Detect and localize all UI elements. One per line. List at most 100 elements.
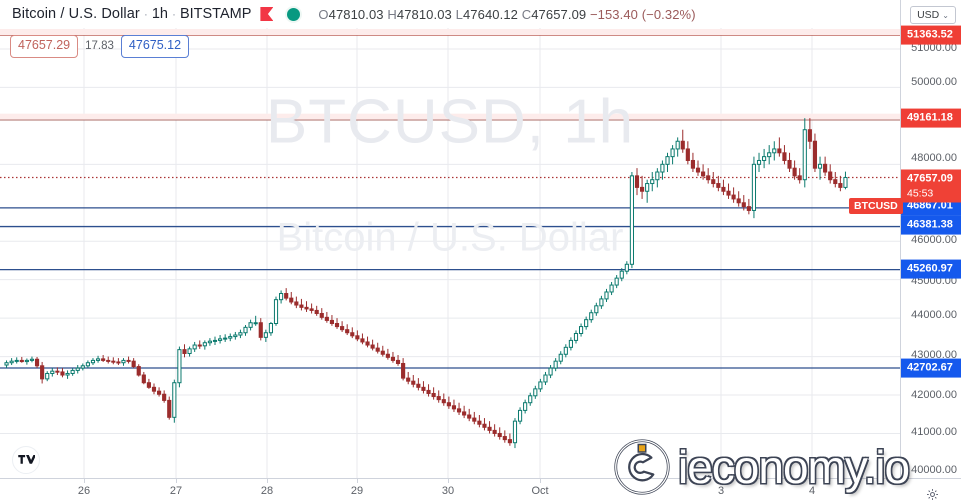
candlestick bbox=[248, 319, 253, 331]
candlestick bbox=[19, 356, 24, 363]
time-axis-tick: 27 bbox=[169, 485, 183, 497]
candlestick bbox=[284, 288, 289, 301]
candlestick bbox=[131, 358, 136, 369]
candlestick bbox=[304, 301, 309, 312]
candle-body bbox=[751, 163, 757, 211]
current-price-badge[interactable]: 47657.09 45:53 bbox=[901, 169, 961, 203]
candlestick bbox=[233, 331, 238, 340]
bar-countdown: 45:53 bbox=[907, 187, 934, 200]
candle-body bbox=[558, 353, 563, 362]
candle-body bbox=[706, 175, 711, 181]
candle-body bbox=[167, 399, 172, 418]
tradingview-logo-icon[interactable] bbox=[12, 446, 40, 474]
candle-body bbox=[390, 356, 396, 361]
candle-body bbox=[279, 293, 284, 301]
candlestick bbox=[40, 361, 45, 384]
candlestick bbox=[706, 168, 711, 184]
candlestick bbox=[594, 302, 599, 316]
candlestick bbox=[782, 145, 787, 165]
candlestick bbox=[70, 368, 75, 376]
candle-body bbox=[40, 365, 45, 380]
candle-body bbox=[45, 372, 50, 380]
candle-body bbox=[172, 382, 177, 418]
price-level-badge[interactable]: 42702.67 bbox=[901, 358, 961, 378]
candlestick bbox=[741, 195, 746, 211]
candlestick bbox=[401, 358, 406, 381]
candle-body bbox=[502, 436, 507, 441]
candle-body bbox=[106, 359, 111, 362]
time-axis-tick-mark bbox=[267, 479, 268, 483]
candlestick bbox=[634, 168, 640, 196]
candle-body bbox=[253, 322, 258, 325]
candle-body bbox=[441, 399, 446, 404]
candle-body bbox=[314, 309, 319, 315]
candle-body bbox=[243, 326, 248, 334]
time-axis[interactable]: 26 27 28 29 30 Oct 3 4 bbox=[0, 478, 961, 503]
candle-body bbox=[782, 152, 787, 161]
candle-body bbox=[116, 361, 121, 364]
candle-body bbox=[543, 374, 548, 383]
candlestick bbox=[645, 179, 650, 203]
candlestick bbox=[817, 156, 823, 180]
candlestick bbox=[182, 344, 187, 358]
candlestick bbox=[802, 118, 807, 188]
candlestick bbox=[299, 298, 304, 311]
candlestick bbox=[172, 379, 177, 423]
candle-body bbox=[202, 342, 207, 347]
candle-body bbox=[345, 329, 350, 334]
symbol-title[interactable]: Bitcoin / U.S. Dollar bbox=[12, 6, 140, 22]
candlestick bbox=[680, 129, 685, 153]
candle-body bbox=[645, 183, 650, 192]
candlestick bbox=[65, 370, 70, 379]
price-axis-tick: 41000.00 bbox=[911, 426, 957, 438]
candlestick bbox=[578, 323, 584, 337]
candle-body bbox=[304, 306, 309, 310]
price-axis[interactable]: USD ⌄ 51000.00 50000.00 48000.00 46000.00 45… bbox=[900, 0, 961, 478]
candle-body bbox=[289, 297, 294, 303]
candlestick bbox=[385, 348, 390, 360]
candle-body bbox=[665, 156, 670, 165]
upper-band-value[interactable]: 47675.12 bbox=[120, 35, 190, 58]
candle-body bbox=[177, 349, 182, 384]
candle-body bbox=[497, 432, 502, 438]
lower-band-value[interactable]: 47657.29 bbox=[10, 35, 79, 58]
candle-body bbox=[162, 393, 167, 401]
candle-body bbox=[360, 338, 365, 343]
candlestick bbox=[411, 375, 416, 388]
interval-label[interactable]: 1h bbox=[151, 6, 168, 22]
candlestick bbox=[4, 360, 9, 369]
price-level-badge[interactable]: 51363.52 bbox=[901, 25, 961, 45]
candlestick bbox=[375, 342, 380, 354]
exchange-label[interactable]: BITSTAMP bbox=[179, 6, 252, 22]
candle-body bbox=[223, 337, 228, 340]
candle-body bbox=[716, 183, 721, 188]
candle-body bbox=[553, 360, 558, 369]
low-label: L bbox=[455, 6, 463, 22]
candlestick bbox=[629, 172, 634, 269]
candlestick bbox=[640, 175, 645, 199]
price-axis-tick: 43000.00 bbox=[911, 349, 957, 361]
candlestick bbox=[492, 424, 497, 437]
candle-body bbox=[309, 308, 314, 311]
price-level-badge[interactable]: 45260.97 bbox=[901, 259, 961, 279]
candle-body bbox=[273, 299, 279, 325]
chart-header: Bitcoin / U.S. Dollar · 1h · BITSTAMP O4… bbox=[0, 0, 900, 28]
candle-body bbox=[843, 177, 848, 188]
chart-plot-area[interactable] bbox=[0, 28, 900, 478]
candle-body bbox=[584, 319, 589, 328]
price-axis-tick: 50000.00 bbox=[911, 76, 957, 88]
candlestick bbox=[584, 316, 589, 330]
market-open-dot-icon bbox=[287, 7, 301, 21]
price-level-badge[interactable]: 46381.38 bbox=[901, 215, 961, 235]
settings-gear-icon[interactable] bbox=[926, 488, 939, 501]
candlestick bbox=[55, 367, 60, 376]
candlestick bbox=[523, 399, 528, 414]
candle-body bbox=[426, 389, 431, 394]
candle-body bbox=[462, 411, 467, 416]
time-axis-tick: 4 bbox=[808, 485, 816, 497]
price-level-badge[interactable]: 49161.18 bbox=[901, 108, 961, 128]
candle-body bbox=[578, 326, 584, 334]
currency-selector[interactable]: USD ⌄ bbox=[910, 6, 956, 24]
candlestick bbox=[563, 344, 568, 358]
